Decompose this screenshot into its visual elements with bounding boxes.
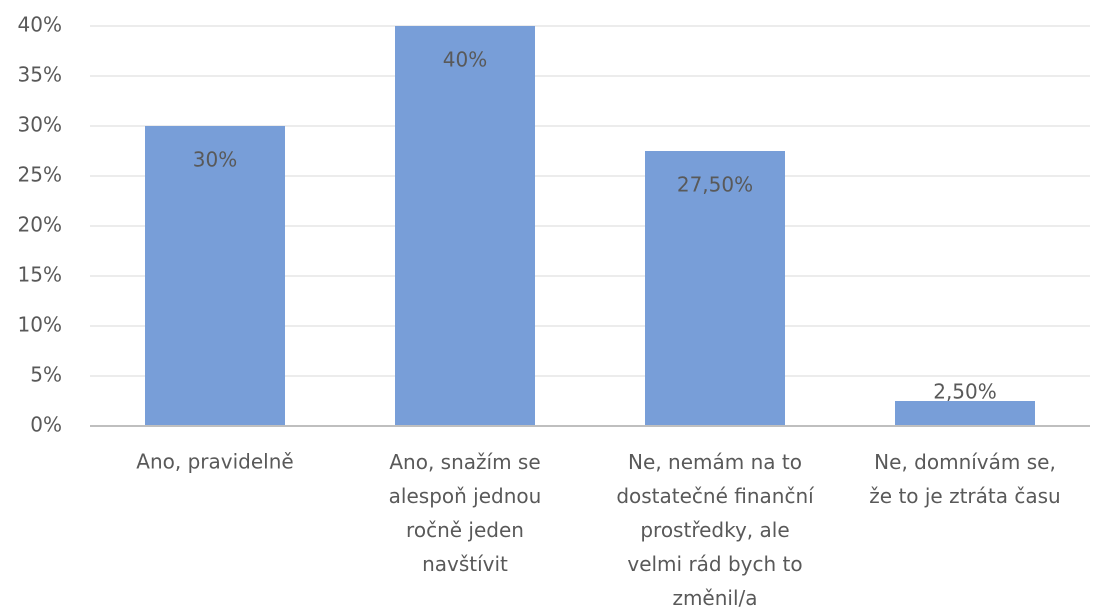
data-label: 2,50% [933, 380, 997, 404]
y-tick-label: 40% [18, 13, 62, 37]
data-label: 27,50% [677, 173, 753, 197]
bar [645, 151, 785, 426]
y-tick-label: 30% [18, 113, 62, 137]
y-tick-label: 0% [30, 413, 62, 437]
bar [895, 401, 1035, 426]
x-tick-label: Ano, pravidelně [136, 450, 293, 474]
y-tick-label: 10% [18, 313, 62, 337]
x-tick-label: Ne, nemám na to dostatečné finanční prostř… [616, 450, 815, 610]
y-tick-label: 20% [18, 213, 62, 237]
y-tick-label: 15% [18, 263, 62, 287]
y-tick-label: 5% [30, 363, 62, 387]
x-tick-label: Ano, snažím se alespoň jednou ročně jeden n… [389, 450, 542, 576]
data-label: 30% [193, 148, 237, 172]
y-tick-label: 35% [18, 63, 62, 87]
bar [395, 26, 535, 426]
x-tick-label: Ne, domnívám se, že to je ztráta času [869, 450, 1060, 508]
y-tick-label: 25% [18, 163, 62, 187]
bar [145, 126, 285, 426]
data-label: 40% [443, 48, 487, 72]
